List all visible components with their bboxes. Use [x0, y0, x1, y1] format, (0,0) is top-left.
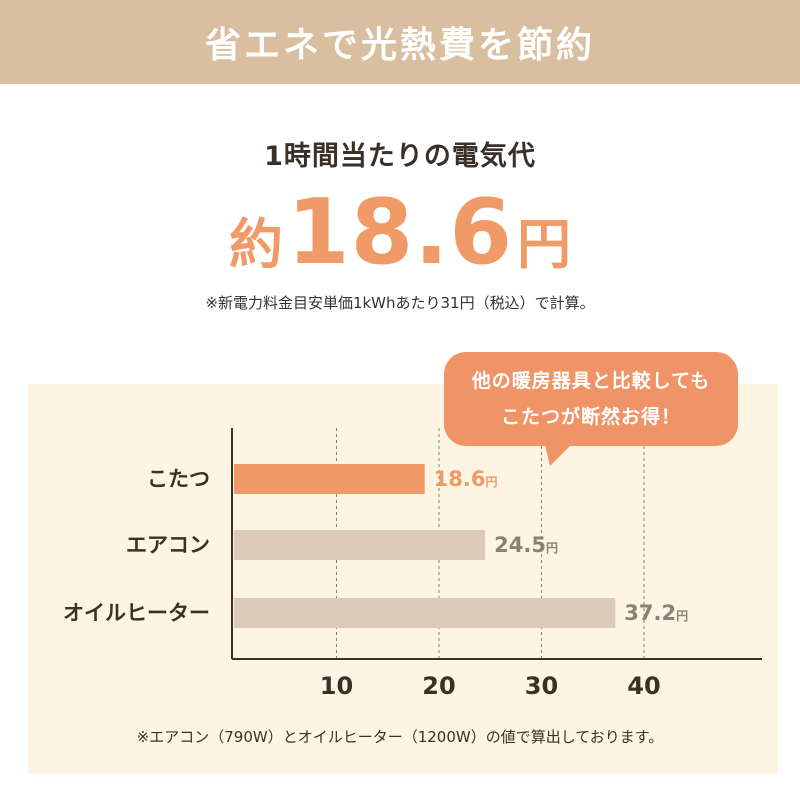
header-banner: 省エネで光熱費を節約 [0, 0, 800, 84]
price-prefix: 約 [228, 213, 283, 276]
headline-subtitle: 1時間当たりの電気代 [264, 141, 536, 172]
callout-line-1: 他の暖房器具と比較しても [471, 370, 711, 392]
value-number: 37.2 [624, 601, 677, 625]
category-label: オイルヒーター [63, 601, 210, 625]
bar-0 [234, 464, 425, 494]
chart-panel [28, 384, 778, 774]
callout-tail [544, 440, 576, 466]
value-label: 37.2円 [624, 598, 688, 631]
category-label: エアコン [126, 533, 210, 557]
category-label: こたつ [147, 467, 210, 491]
value-unit: 円 [545, 541, 558, 555]
x-tick-label: 40 [627, 672, 661, 700]
bar-1 [234, 530, 486, 560]
value-label: 18.6円 [434, 464, 498, 497]
calculation-note: ※新電力料金目安単価1kWhあたり31円（税込）で計算。 [205, 294, 595, 312]
x-tick-label: 30 [524, 672, 559, 700]
value-label: 24.5円 [494, 530, 558, 563]
callout-bubble: 他の暖房器具と比較しても こたつが断然お得！ [444, 352, 738, 446]
value-number: 18.6 [433, 467, 486, 491]
value-unit: 円 [676, 609, 689, 623]
value-number: 24.5 [494, 533, 546, 557]
banner-title: 省エネで光熱費を節約 [204, 25, 595, 66]
x-tick-label: 20 [422, 672, 456, 700]
callout-line-2: こたつが断然お得！ [500, 406, 681, 428]
footnote: ※エアコン（790W）とオイルヒーター（1200W）の値で算出しております。 [136, 728, 664, 746]
x-tick-label: 10 [319, 672, 354, 700]
value-unit: 円 [485, 475, 498, 489]
bar-2 [234, 598, 616, 628]
price-display: 約 18.6 円 [0, 180, 800, 285]
price-value: 18.6 [286, 180, 514, 285]
price-unit: 円 [517, 213, 572, 276]
